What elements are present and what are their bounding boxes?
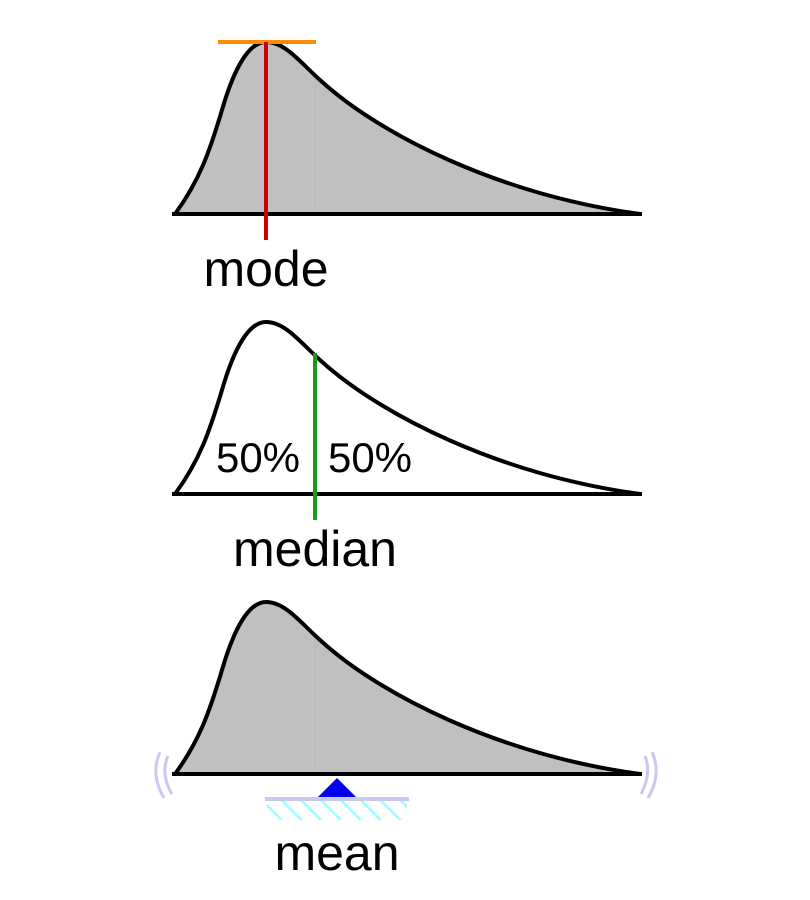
mode-panel: mode (172, 40, 642, 297)
mean-panel: mean (154, 600, 658, 881)
median-right-percent: 50% (328, 434, 412, 481)
triangle-fulcrum-icon (317, 778, 357, 798)
wobble-arc-icon (154, 751, 658, 799)
median-label: median (233, 521, 397, 577)
mean-label: mean (274, 825, 399, 881)
mean-distribution-curve (175, 602, 640, 774)
mode-distribution-curve (175, 42, 640, 214)
median-panel: 50% 50% median (172, 320, 642, 577)
mean-fulcrum-base (267, 798, 407, 820)
median-left-percent: 50% (216, 434, 300, 481)
mode-label: mode (203, 241, 328, 297)
